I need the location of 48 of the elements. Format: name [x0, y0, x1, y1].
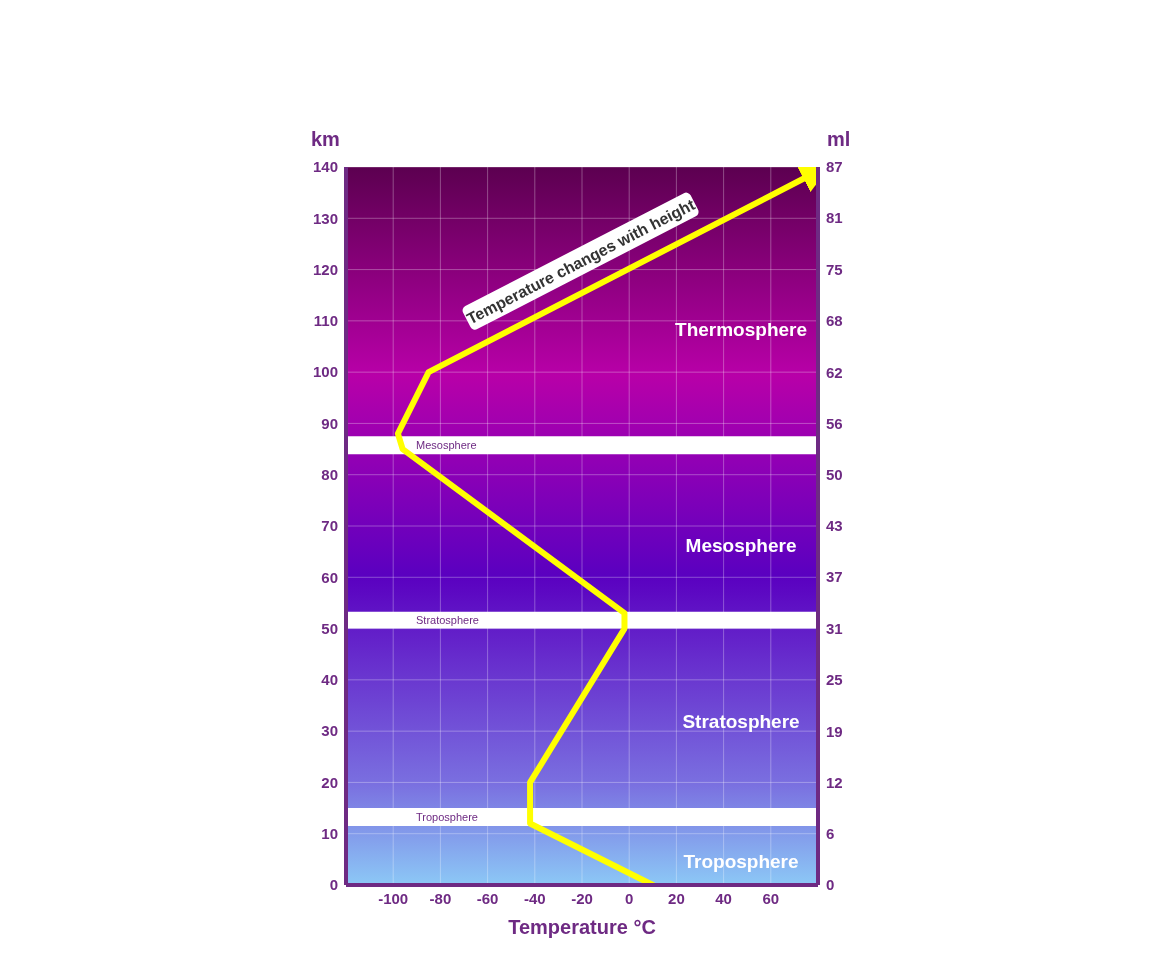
y2-tick-label: 25 [826, 670, 843, 688]
y-tick-label: 40 [321, 671, 338, 689]
x-tick-label: -60 [476, 889, 499, 907]
y-tick-label: 50 [321, 619, 338, 637]
y-tick-label: 140 [312, 158, 338, 176]
y2-tick-label: 81 [826, 209, 843, 227]
annotation: Mesosphere [685, 534, 797, 556]
y2-tick-label: 87 [826, 158, 843, 176]
y-tick-label: 20 [321, 773, 338, 791]
y2-tick-label: 12 [826, 773, 843, 791]
y-tick-label: 30 [321, 722, 338, 740]
x-tick-label: -100 [378, 889, 409, 907]
x-tick-label: 0 [625, 889, 634, 907]
y-tick-label: 70 [321, 517, 338, 535]
y2-tick-label: 50 [826, 466, 843, 484]
y-tick-label: 110 [313, 312, 338, 330]
y2-tick-label: 0 [826, 876, 835, 894]
y2-tick-label: 62 [826, 363, 843, 381]
y2-tick-label: 75 [826, 260, 843, 278]
y-tick-label: 100 [312, 363, 338, 381]
y2-tick-label: 6 [826, 825, 835, 843]
y2-tick-label: 19 [826, 722, 843, 740]
y-tick-label: 120 [312, 260, 338, 278]
y-tick-label: 0 [329, 876, 338, 894]
y2-tick-label: 68 [826, 311, 843, 329]
y-tick-label: 10 [321, 825, 338, 843]
x-tick-label: 20 [668, 889, 685, 907]
band-label: Troposphere [416, 810, 478, 823]
annotation: Troposphere [683, 850, 799, 872]
y2-axis-title: ml [827, 128, 851, 151]
y-tick-label: 90 [321, 414, 338, 432]
x-axis-title: Temperature °C [508, 916, 656, 938]
x-tick-label: -80 [429, 889, 452, 907]
band-label: Stratosphere [416, 614, 479, 627]
y-tick-label: 60 [321, 568, 338, 586]
annotation: Stratosphere [682, 710, 800, 732]
x-tick-label: 40 [715, 889, 732, 907]
x-tick-label: -40 [523, 889, 546, 907]
y-tick-label: 80 [321, 466, 338, 484]
y-tick-label: 130 [312, 209, 338, 227]
y2-tick-label: 37 [826, 568, 843, 586]
y2-tick-label: 43 [826, 517, 843, 535]
band-label: Mesosphere [416, 439, 477, 452]
y2-tick-label: 31 [826, 619, 843, 637]
y2-tick-label: 56 [826, 414, 843, 432]
x-tick-label: 60 [762, 889, 780, 907]
x-tick-label: -20 [571, 889, 593, 907]
y-axis-title: km [311, 128, 340, 151]
